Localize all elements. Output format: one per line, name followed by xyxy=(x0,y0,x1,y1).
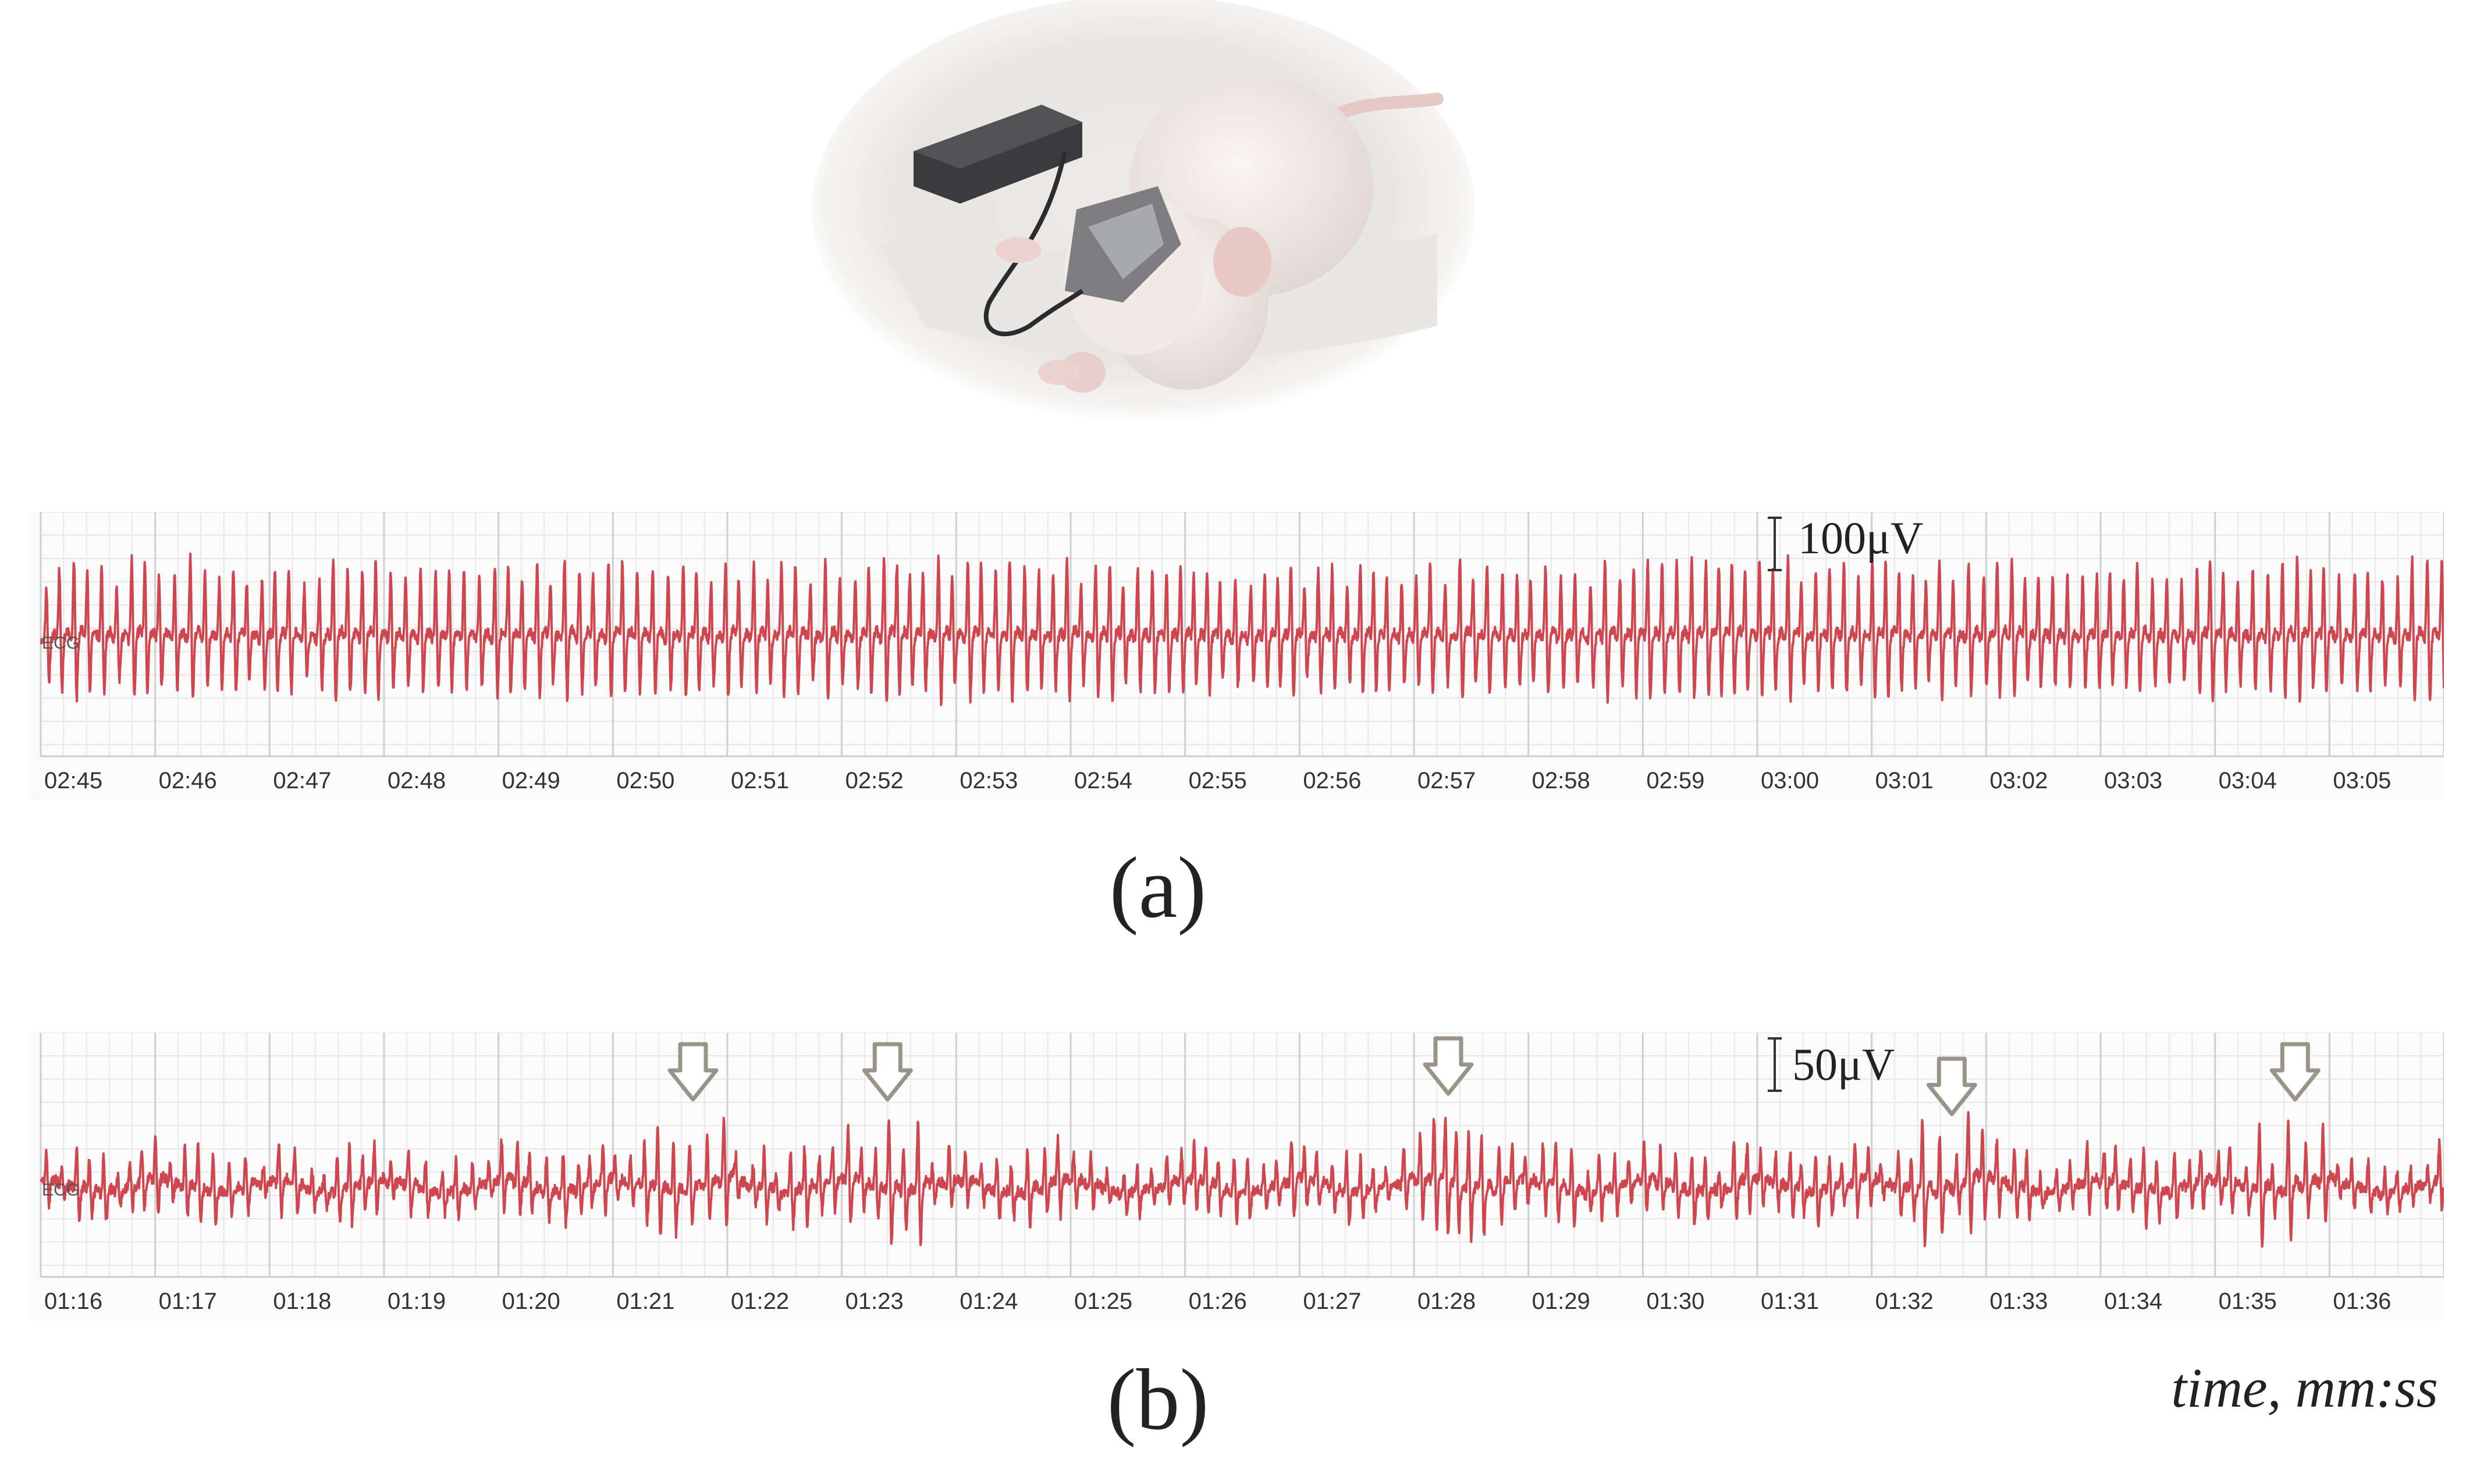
x-tick-label: 01:18 xyxy=(273,1289,331,1314)
x-tick-label: 02:54 xyxy=(1074,768,1132,793)
event-arrow xyxy=(1423,1036,1474,1096)
x-tick-label: 02:59 xyxy=(1646,768,1704,793)
x-tick-label: 01:24 xyxy=(960,1289,1018,1314)
ecg-chart-b: ECG 01:16 01:17 01:18 01:19 01:20 01:21 01:22 01… xyxy=(40,1033,2444,1321)
x-tick-label: 01:19 xyxy=(388,1289,446,1314)
x-tick-label: 01:27 xyxy=(1303,1289,1361,1314)
ecg-panel-a: ECG 02:45 02:46 02:47 02:48 02:49 02:50 02:51 02… xyxy=(29,512,2444,800)
x-tick-label: 02:46 xyxy=(159,768,217,793)
event-arrow xyxy=(667,1042,719,1102)
x-tick-label: 03:04 xyxy=(2219,768,2277,793)
x-tick-label: 03:01 xyxy=(1875,768,1934,793)
ecg-panel-b: ECG 01:16 01:17 01:18 01:19 01:20 01:21 01:22 01… xyxy=(29,1033,2444,1321)
x-tick-label: 02:57 xyxy=(1417,768,1476,793)
scale-bar-label-a: 100μV xyxy=(1798,513,1924,563)
x-tick-label: 01:32 xyxy=(1875,1289,1934,1314)
x-tick-label: 02:50 xyxy=(616,768,674,793)
x-tick-label: 01:33 xyxy=(1989,1289,2048,1314)
x-tick-label: 03:05 xyxy=(2333,768,2391,793)
x-tick-label: 02:45 xyxy=(44,768,102,793)
x-tick-label: 01:21 xyxy=(616,1289,674,1314)
x-tick-label: 01:22 xyxy=(731,1289,789,1314)
x-tick-label: 02:47 xyxy=(273,768,331,793)
x-tick-label: 02:53 xyxy=(960,768,1018,793)
event-arrow xyxy=(862,1042,913,1102)
x-tick-label: 01:25 xyxy=(1074,1289,1132,1314)
trace-label: ECG xyxy=(42,1180,80,1200)
panel-label-b: (b) xyxy=(1107,1351,1209,1448)
ecg-chart-a: ECG 02:45 02:46 02:47 02:48 02:49 02:50 02:51 02… xyxy=(40,512,2444,800)
x-tick-label: 01:16 xyxy=(44,1289,102,1314)
x-tick-label: 01:23 xyxy=(845,1289,904,1314)
ecg-trace xyxy=(40,552,2444,706)
ecg-trace xyxy=(40,1111,2444,1248)
x-tick-label: 01:35 xyxy=(2219,1289,2277,1314)
x-tick-label: 01:26 xyxy=(1189,1289,1247,1314)
x-tick-label: 03:03 xyxy=(2104,768,2162,793)
x-tick-label: 01:30 xyxy=(1646,1289,1704,1314)
x-tick-label: 01:28 xyxy=(1417,1289,1476,1314)
x-tick-label: 01:17 xyxy=(159,1289,217,1314)
x-tick-label: 02:55 xyxy=(1189,768,1247,793)
x-tick-label: 01:20 xyxy=(502,1289,560,1314)
rat-photo xyxy=(809,0,1478,430)
x-tick-label: 02:58 xyxy=(1532,768,1590,793)
x-tick-label: 02:52 xyxy=(845,768,904,793)
x-tick-label: 01:29 xyxy=(1532,1289,1590,1314)
scale-bar-label-b: 50μV xyxy=(1792,1039,1895,1090)
event-arrow xyxy=(1926,1056,1977,1116)
x-tick-label: 03:00 xyxy=(1761,768,1819,793)
x-tick-label: 01:36 xyxy=(2333,1289,2391,1314)
x-tick-label: 01:31 xyxy=(1761,1289,1819,1314)
x-tick-label: 03:02 xyxy=(1989,768,2048,793)
x-tick-label: 02:51 xyxy=(731,768,789,793)
x-tick-label: 02:48 xyxy=(388,768,446,793)
panel-label-a: (a) xyxy=(1109,839,1207,936)
x-tick-label: 01:34 xyxy=(2104,1289,2162,1314)
x-tick-label: 02:56 xyxy=(1303,768,1361,793)
x-tick-label: 02:49 xyxy=(502,768,560,793)
trace-label: ECG xyxy=(42,634,80,653)
event-arrow xyxy=(2269,1042,2321,1102)
time-axis-label: time, mm:ss xyxy=(2171,1357,2438,1419)
